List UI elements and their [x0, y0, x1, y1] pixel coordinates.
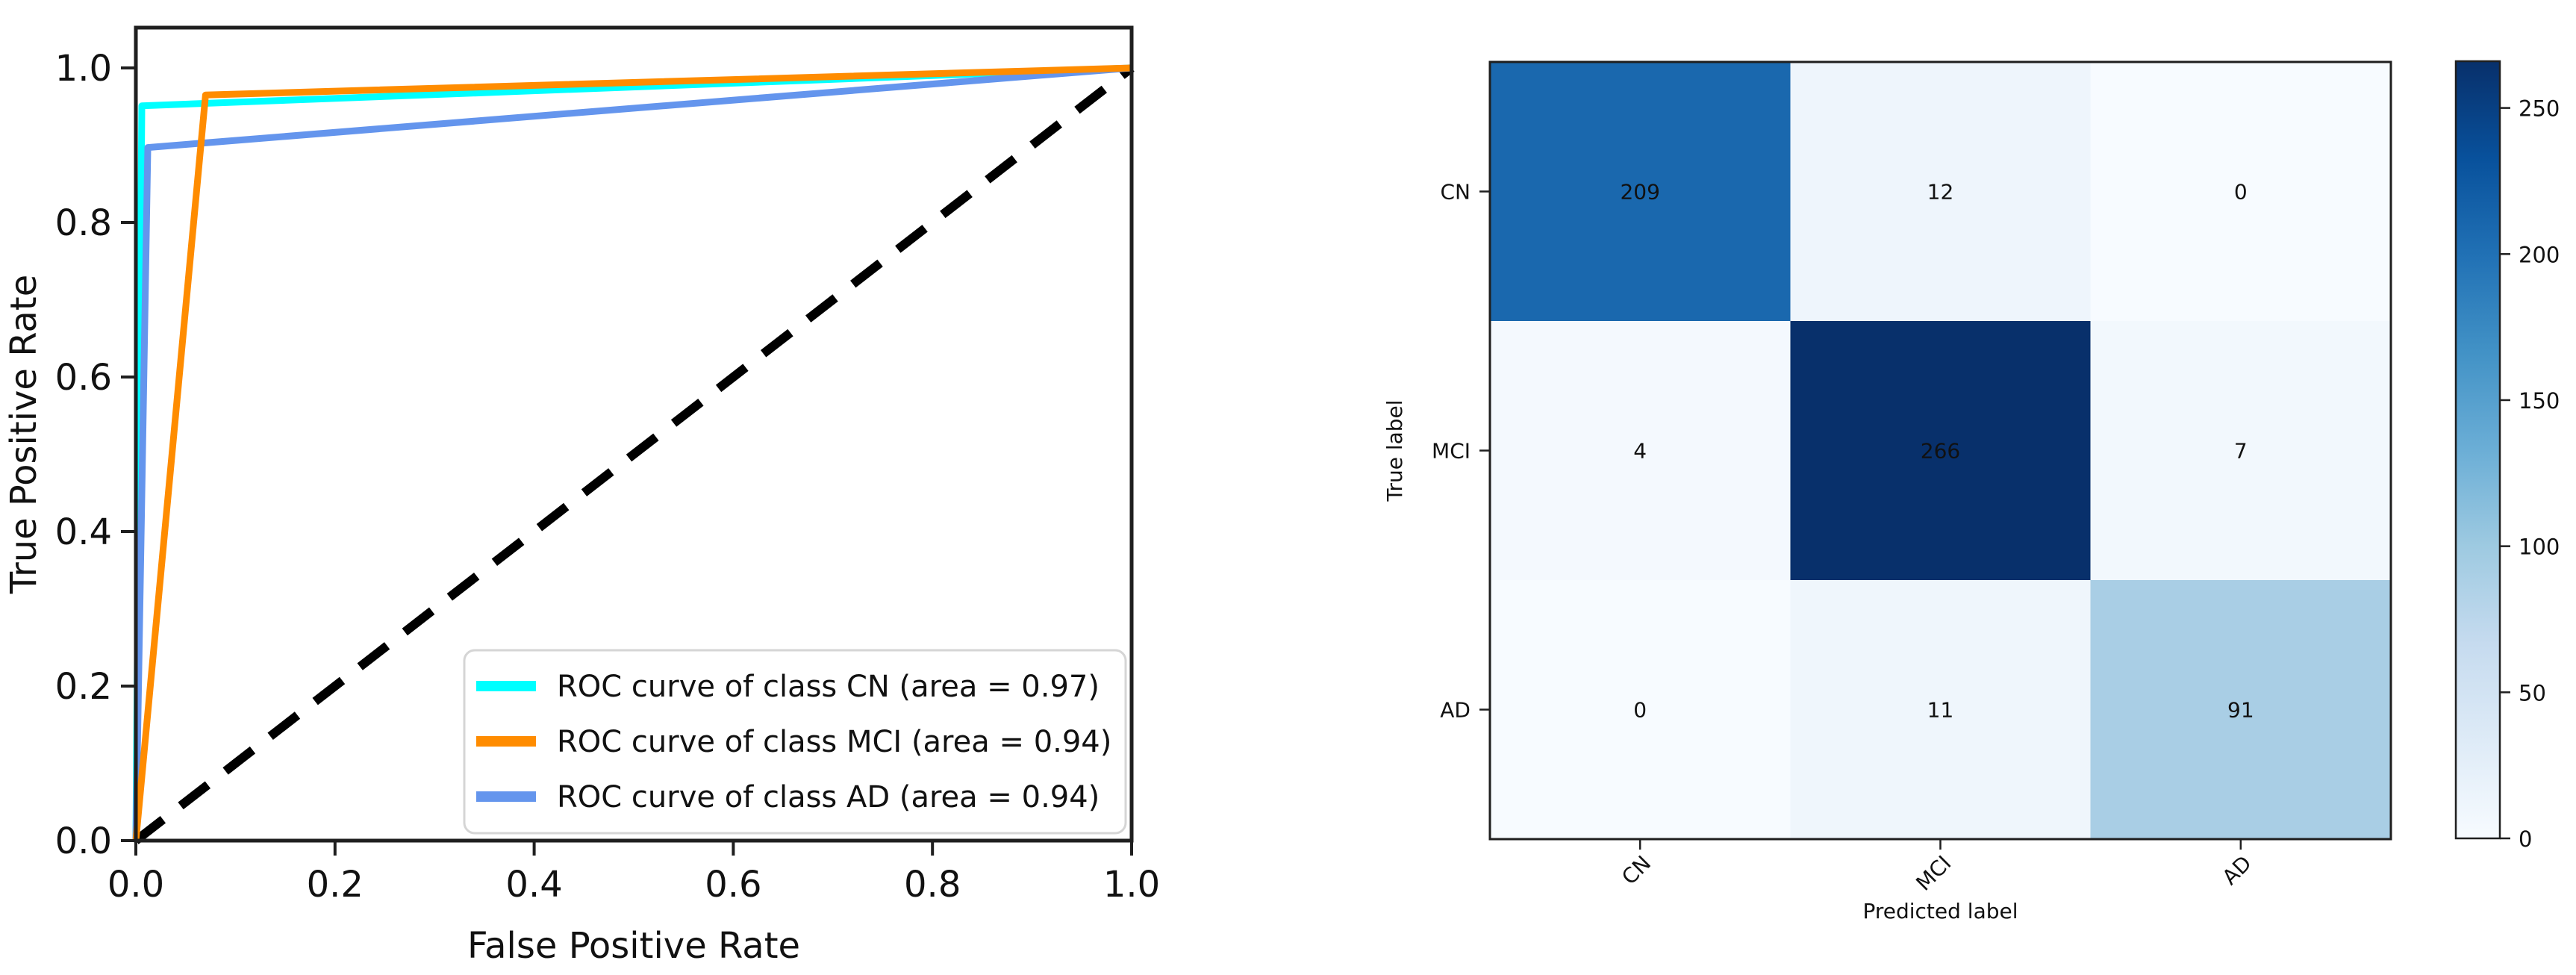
roc-x-tick-label: 1.0	[1103, 864, 1160, 906]
roc-frame	[134, 25, 1134, 843]
colorbar-tick-label: 50	[2519, 680, 2546, 705]
colorbar-tick-label: 100	[2519, 535, 2560, 560]
roc-x-tick-label: 0.6	[705, 864, 761, 906]
confusion-matrix-chart: 209 12 0 4 266 7 0 11 91 CN MCI AD CN MCI AD Predicted …	[1382, 60, 2560, 923]
cm-x-axis-label: Predicted label	[1862, 899, 2018, 923]
cm-cell-value: 266	[1921, 439, 1960, 464]
roc-diagonal-reference-line	[133, 64, 1135, 844]
colorbar-tick-label: 250	[2519, 96, 2560, 122]
roc-y-tick-label: 0.4	[55, 511, 112, 553]
cm-col-label: CN	[1617, 851, 1656, 890]
cm-row-label: CN	[1441, 180, 1471, 205]
cm-row-label: AD	[1440, 698, 1471, 723]
cm-col-label: AD	[2218, 851, 2257, 890]
legend-entry-label: ROC curve of class AD (area = 0.94)	[557, 780, 1100, 814]
legend-entry-label: ROC curve of class MCI (area = 0.94)	[557, 725, 1111, 759]
roc-legend: ROC curve of class CN (area = 0.97) ROC c…	[463, 649, 1127, 835]
colorbar: 0 50 100 150 200 250	[2454, 60, 2560, 852]
cm-cell-cn-mci	[1790, 62, 2092, 322]
cm-cell-value: 4	[1633, 439, 1647, 464]
roc-x-axis-label: False Positive Rate	[467, 925, 800, 967]
roc-x-tick-label: 0.2	[307, 864, 364, 906]
cm-col-label: MCI	[1911, 851, 1956, 896]
colorbar-tick-label: 150	[2519, 388, 2560, 414]
roc-y-tick-label: 0.2	[55, 666, 112, 708]
roc-curve-ad	[132, 64, 1132, 841]
cm-cell-mci-mci	[1790, 321, 2092, 581]
roc-chart: 0.0 0.2 0.4 0.6 0.8 1.0 0.0 0.2 0.4 0.6 0.8 1.0 Fals…	[3, 25, 1160, 967]
cm-cell-value: 12	[1927, 180, 1954, 205]
roc-y-tick-label: 1.0	[55, 48, 112, 90]
cm-cell-mci-cn	[1490, 321, 1791, 581]
cm-cell-ad-cn	[1490, 580, 1791, 840]
roc-x-tick-label: 0.0	[107, 864, 164, 906]
colorbar-tick-label: 0	[2519, 826, 2532, 852]
cm-cell-cn-cn	[1490, 62, 1791, 322]
cm-cell-value: 11	[1927, 698, 1954, 723]
roc-x-tick-label: 0.4	[505, 864, 562, 906]
roc-y-tick-label: 0.8	[55, 202, 112, 244]
cm-cell-cn-ad	[2090, 62, 2392, 322]
colorbar-tick-label: 200	[2519, 242, 2560, 267]
legend-entry-label: ROC curve of class CN (area = 0.97)	[557, 670, 1100, 704]
colorbar-gradient	[2456, 61, 2500, 838]
cm-cell-value: 91	[2227, 698, 2254, 723]
roc-y-tick-label: 0.6	[55, 357, 112, 399]
roc-y-tick-label: 0.0	[55, 820, 112, 862]
cm-cell-value: 0	[2234, 180, 2248, 205]
cm-row-label: MCI	[1432, 439, 1471, 464]
roc-y-axis-label: True Positive Rate	[3, 275, 45, 595]
cm-cell-value: 209	[1620, 180, 1659, 205]
roc-curve-mci	[132, 64, 1132, 841]
roc-legend-box	[463, 649, 1127, 835]
colorbar-frame	[2454, 60, 2501, 840]
cm-cell-mci-ad	[2090, 321, 2392, 581]
cm-y-axis-label: True label	[1382, 399, 1407, 502]
cm-cell-value: 0	[1633, 698, 1647, 723]
cm-cell-value: 7	[2234, 439, 2248, 464]
cm-cell-ad-mci	[1790, 580, 2092, 840]
roc-x-tick-label: 0.8	[904, 864, 961, 906]
cm-cell-ad-ad	[2090, 580, 2392, 840]
